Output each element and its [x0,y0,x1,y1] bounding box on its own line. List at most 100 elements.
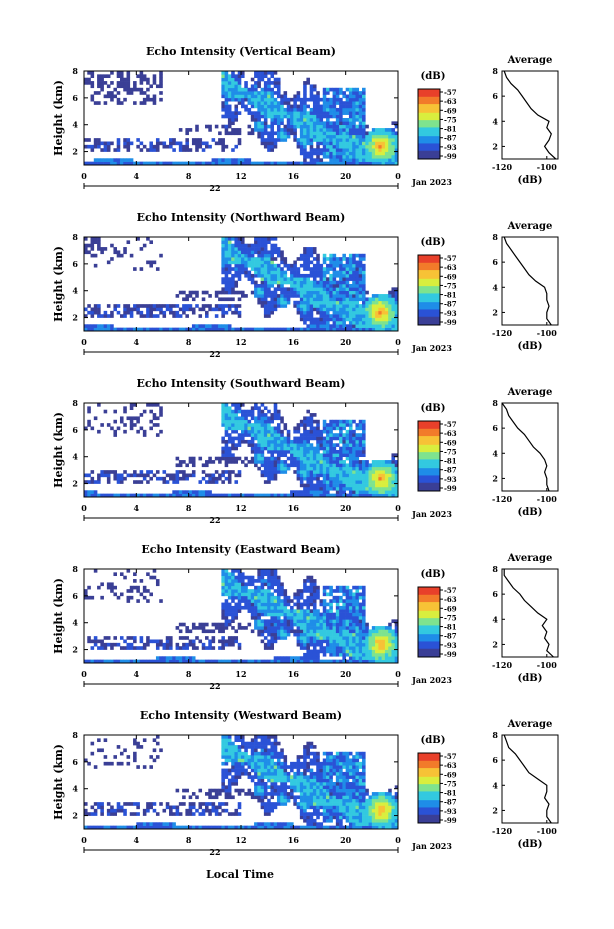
y-tick-label: 4 [72,120,78,130]
heatmap-cell [293,463,297,468]
heatmap-cell [342,91,346,95]
heatmap-cell [358,294,363,298]
colorbar-swatch [418,106,440,109]
heatmap-cell [119,493,124,498]
heatmap-cell [296,307,301,312]
heatmap-cell [391,144,396,149]
heatmap-cell [198,324,203,328]
heatmap-cell [339,659,343,664]
heatmap-cell [335,473,340,478]
heatmap-cell [123,327,127,332]
heatmap-cell [329,493,333,498]
heatmap-cell [309,585,314,590]
heatmap-cell [290,287,294,292]
heatmap-cell [273,307,278,312]
heatmap-cell [231,569,235,573]
heatmap-cell [358,616,363,620]
heatmap-cell [378,476,382,481]
heatmap-cell [309,294,314,298]
heatmap-cell [263,463,268,468]
heatmap-cell [178,141,183,146]
heatmap-cell [276,595,281,600]
heatmap-cell [358,267,363,271]
x-axis-title: Local Time [206,868,274,881]
heatmap-cell [224,324,229,328]
heatmap-cell [345,111,350,115]
heatmap-cell [316,486,320,491]
heatmap-cell [339,619,343,624]
heatmap-cell [332,659,337,664]
heatmap-cell [312,131,317,136]
heatmap-cell [218,629,222,634]
heatmap-cell [257,91,261,95]
heatmap-cell [136,493,140,498]
heatmap-cell [241,582,245,587]
heatmap-cell [348,87,353,92]
heatmap-cell [348,270,353,275]
heatmap-cell [388,327,392,332]
heatmap-cell [345,310,350,315]
heatmap-cell [273,439,278,444]
heatmap-cell [234,257,239,261]
heatmap-cell [358,470,363,474]
heatmap-cell [123,77,127,82]
heatmap-cell [362,94,366,99]
heatmap-cell [303,87,307,92]
heatmap-cell [391,460,396,464]
heatmap-cell [316,300,320,305]
heatmap-cell [136,585,140,590]
heatmap-cell [113,642,118,647]
heatmap-cell [87,493,91,498]
heatmap-cell [326,101,330,105]
heatmap-cell [90,476,95,481]
heatmap-cell [263,439,268,444]
heatmap-cell [316,585,320,590]
colorbar-swatch [418,425,440,428]
heatmap-cell [303,91,307,95]
colorbar-swatch [418,428,440,431]
heatmap-cell [116,101,121,105]
heatmap-cell [293,294,297,298]
heatmap-cell [299,97,304,102]
heatmap-cell [273,327,278,332]
heatmap-cell [155,416,160,421]
colorbar-swatch [418,304,440,307]
heatmap-cell [358,94,363,99]
heatmap-cell [329,463,333,468]
heatmap-cell [293,450,297,454]
heatmap-cell [84,77,88,82]
heatmap-cell [218,493,222,498]
heatmap-cell [159,310,163,315]
heatmap-cell [257,632,261,637]
heatmap-cell [362,294,366,298]
x-tick-label: 4 [134,503,140,513]
heatmap-cell [326,460,330,464]
heatmap-cell [276,94,281,99]
heatmap-cell [329,97,333,102]
heatmap-cell [250,161,255,166]
heatmap-cell [381,128,386,132]
heatmap-cell [348,605,353,610]
heatmap-cell [329,273,333,278]
heatmap-cell [309,267,314,271]
heatmap-cell [162,310,167,315]
heatmap-cell [280,138,284,142]
heatmap-cell [152,639,157,644]
heatmap-cell [97,646,101,650]
heatmap-cell [106,636,111,640]
heatmap-cell [175,473,180,478]
heatmap-cell [254,429,258,434]
heatmap-cell [257,71,261,75]
heatmap-cell [260,629,265,634]
heatmap-cell [335,609,340,613]
heatmap-cell [149,659,153,664]
heatmap-cell [195,141,199,146]
heatmap-cell [335,426,340,431]
heatmap-cell [362,659,366,664]
heatmap-cell [312,460,317,464]
heatmap-cell [362,622,366,627]
heatmap-cell [348,436,353,441]
heatmap-cell [106,304,111,308]
heatmap-cell [283,589,288,593]
heatmap-cell [270,599,275,603]
